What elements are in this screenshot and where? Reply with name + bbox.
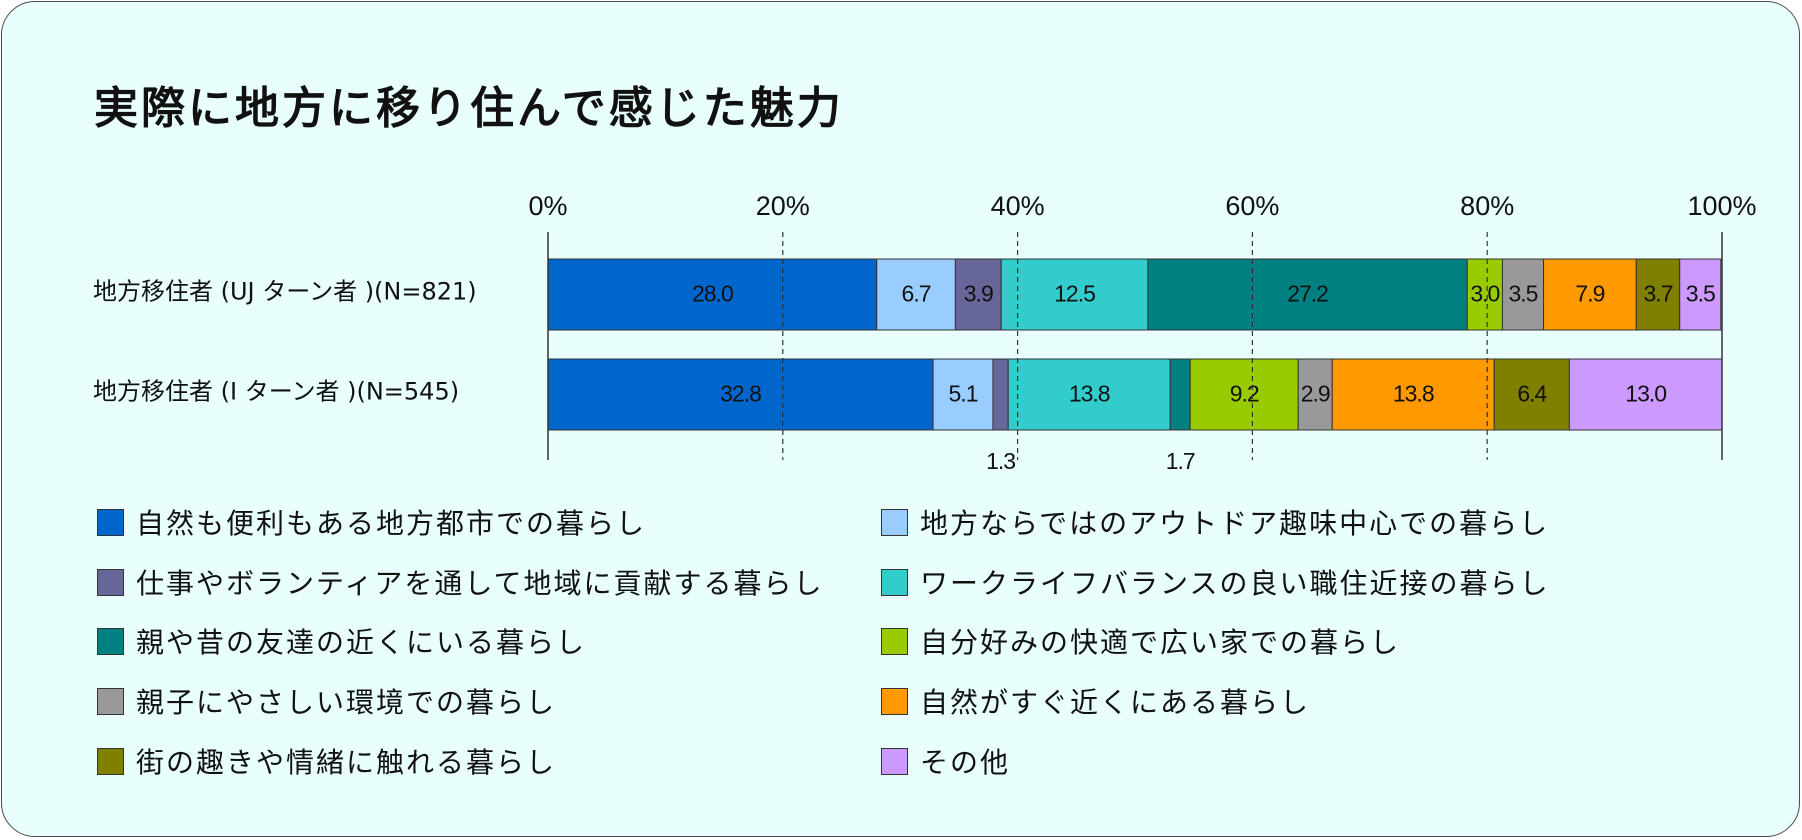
x-tick-label: 40% <box>991 191 1045 221</box>
data-label: 3.0 <box>1470 281 1499 307</box>
x-tick-label: 60% <box>1225 191 1279 221</box>
legend-swatch <box>97 687 124 715</box>
data-label: 1.3 <box>986 448 1015 474</box>
legend-item: 街の趣きや情緒に触れる暮らし <box>97 741 556 781</box>
bar-segment <box>1000 258 1149 331</box>
legend-label: 自分好みの快適で広い家での暮らし <box>920 626 1401 659</box>
data-label: 7.9 <box>1575 281 1604 307</box>
legend-swatch <box>97 568 124 596</box>
x-tick-label: 100% <box>1687 191 1756 221</box>
legend-label: 仕事やボランティアを通して地域に貢献する暮らし <box>136 567 824 600</box>
data-label: 12.5 <box>1054 281 1095 307</box>
legend-label: 自然がすぐ近くにある暮らし <box>920 686 1311 719</box>
legend-label: ワークライフバランスの良い職住近接の暮らし <box>920 567 1550 600</box>
legend-item: 自然がすぐ近くにある暮らし <box>881 681 1310 721</box>
bar-segment <box>1501 258 1545 331</box>
x-tick-label: 20% <box>756 191 810 221</box>
bar-segment <box>992 358 1009 431</box>
category-label: 地方移住者 (UJ ターン者 )(N=821) <box>93 278 477 306</box>
data-label: 13.8 <box>1069 381 1110 407</box>
data-label: 6.4 <box>1517 381 1547 407</box>
data-label: 28.0 <box>692 281 733 307</box>
bar-segment <box>1007 358 1171 431</box>
legend-item: その他 <box>881 741 1010 781</box>
bar-segment <box>932 358 994 431</box>
legend-item: 地方ならではのアウトドア趣味中心での暮らし <box>881 502 1549 542</box>
legend-swatch <box>881 508 908 536</box>
legend-swatch <box>97 508 124 536</box>
bar-segment <box>547 358 934 431</box>
legend-swatch <box>881 627 908 655</box>
data-label: 9.2 <box>1230 381 1259 407</box>
x-tick-label: 80% <box>1460 191 1514 221</box>
legend-label: 親子にやさしい環境での暮らし <box>136 686 557 719</box>
legend-item: 自然も便利もある地方都市での暮らし <box>97 502 646 542</box>
data-label: 3.5 <box>1686 281 1715 307</box>
data-label: 27.2 <box>1287 281 1328 307</box>
bar-segment <box>1147 258 1468 331</box>
bar-segment <box>1331 358 1495 431</box>
data-label: 5.1 <box>949 381 978 407</box>
bar-segment <box>876 258 956 331</box>
bar-segment <box>1169 358 1191 431</box>
legend-swatch <box>881 747 908 775</box>
data-label: 1.7 <box>1166 448 1195 474</box>
x-tick-label: 0% <box>528 191 567 221</box>
data-label: 2.9 <box>1301 381 1330 407</box>
legend-label: 地方ならではのアウトドア趣味中心での暮らし <box>920 507 1550 540</box>
bar-segment <box>1679 258 1722 331</box>
legend-swatch <box>881 568 908 596</box>
bar-segment <box>1568 358 1723 431</box>
data-label: 3.7 <box>1644 281 1673 307</box>
data-label: 32.8 <box>720 381 761 407</box>
legend-label: 自然も便利もある地方都市での暮らし <box>136 507 647 540</box>
bar-segment <box>1543 258 1637 331</box>
legend-swatch <box>881 687 908 715</box>
legend-item: 仕事やボランティアを通して地域に貢献する暮らし <box>97 562 823 602</box>
legend-item: 親子にやさしい環境での暮らし <box>97 681 556 721</box>
legend-item: 自分好みの快適で広い家での暮らし <box>881 621 1400 661</box>
data-label: 6.7 <box>902 281 931 307</box>
bar-segment <box>1493 358 1570 431</box>
legend-item: 親や昔の友達の近くにいる暮らし <box>97 621 586 661</box>
data-label: 13.8 <box>1393 381 1434 407</box>
data-label: 13.0 <box>1625 381 1666 407</box>
category-label: 地方移住者 (I ターン者 )(N=545) <box>93 378 459 406</box>
bar-segment <box>1466 258 1503 331</box>
legend-label: 親や昔の友達の近くにいる暮らし <box>136 626 587 659</box>
chart-title: 実際に地方に移り住んで感じた魅力 <box>94 83 844 134</box>
bar-segment <box>547 258 878 331</box>
legend-label: 街の趣きや情緒に触れる暮らし <box>136 746 557 779</box>
legend-swatch <box>97 747 124 775</box>
data-label: 3.9 <box>964 281 993 307</box>
legend-item: ワークライフバランスの良い職住近接の暮らし <box>881 562 1549 602</box>
legend-swatch <box>97 627 124 655</box>
data-label: 3.5 <box>1509 281 1538 307</box>
legend-label: その他 <box>920 746 1011 779</box>
